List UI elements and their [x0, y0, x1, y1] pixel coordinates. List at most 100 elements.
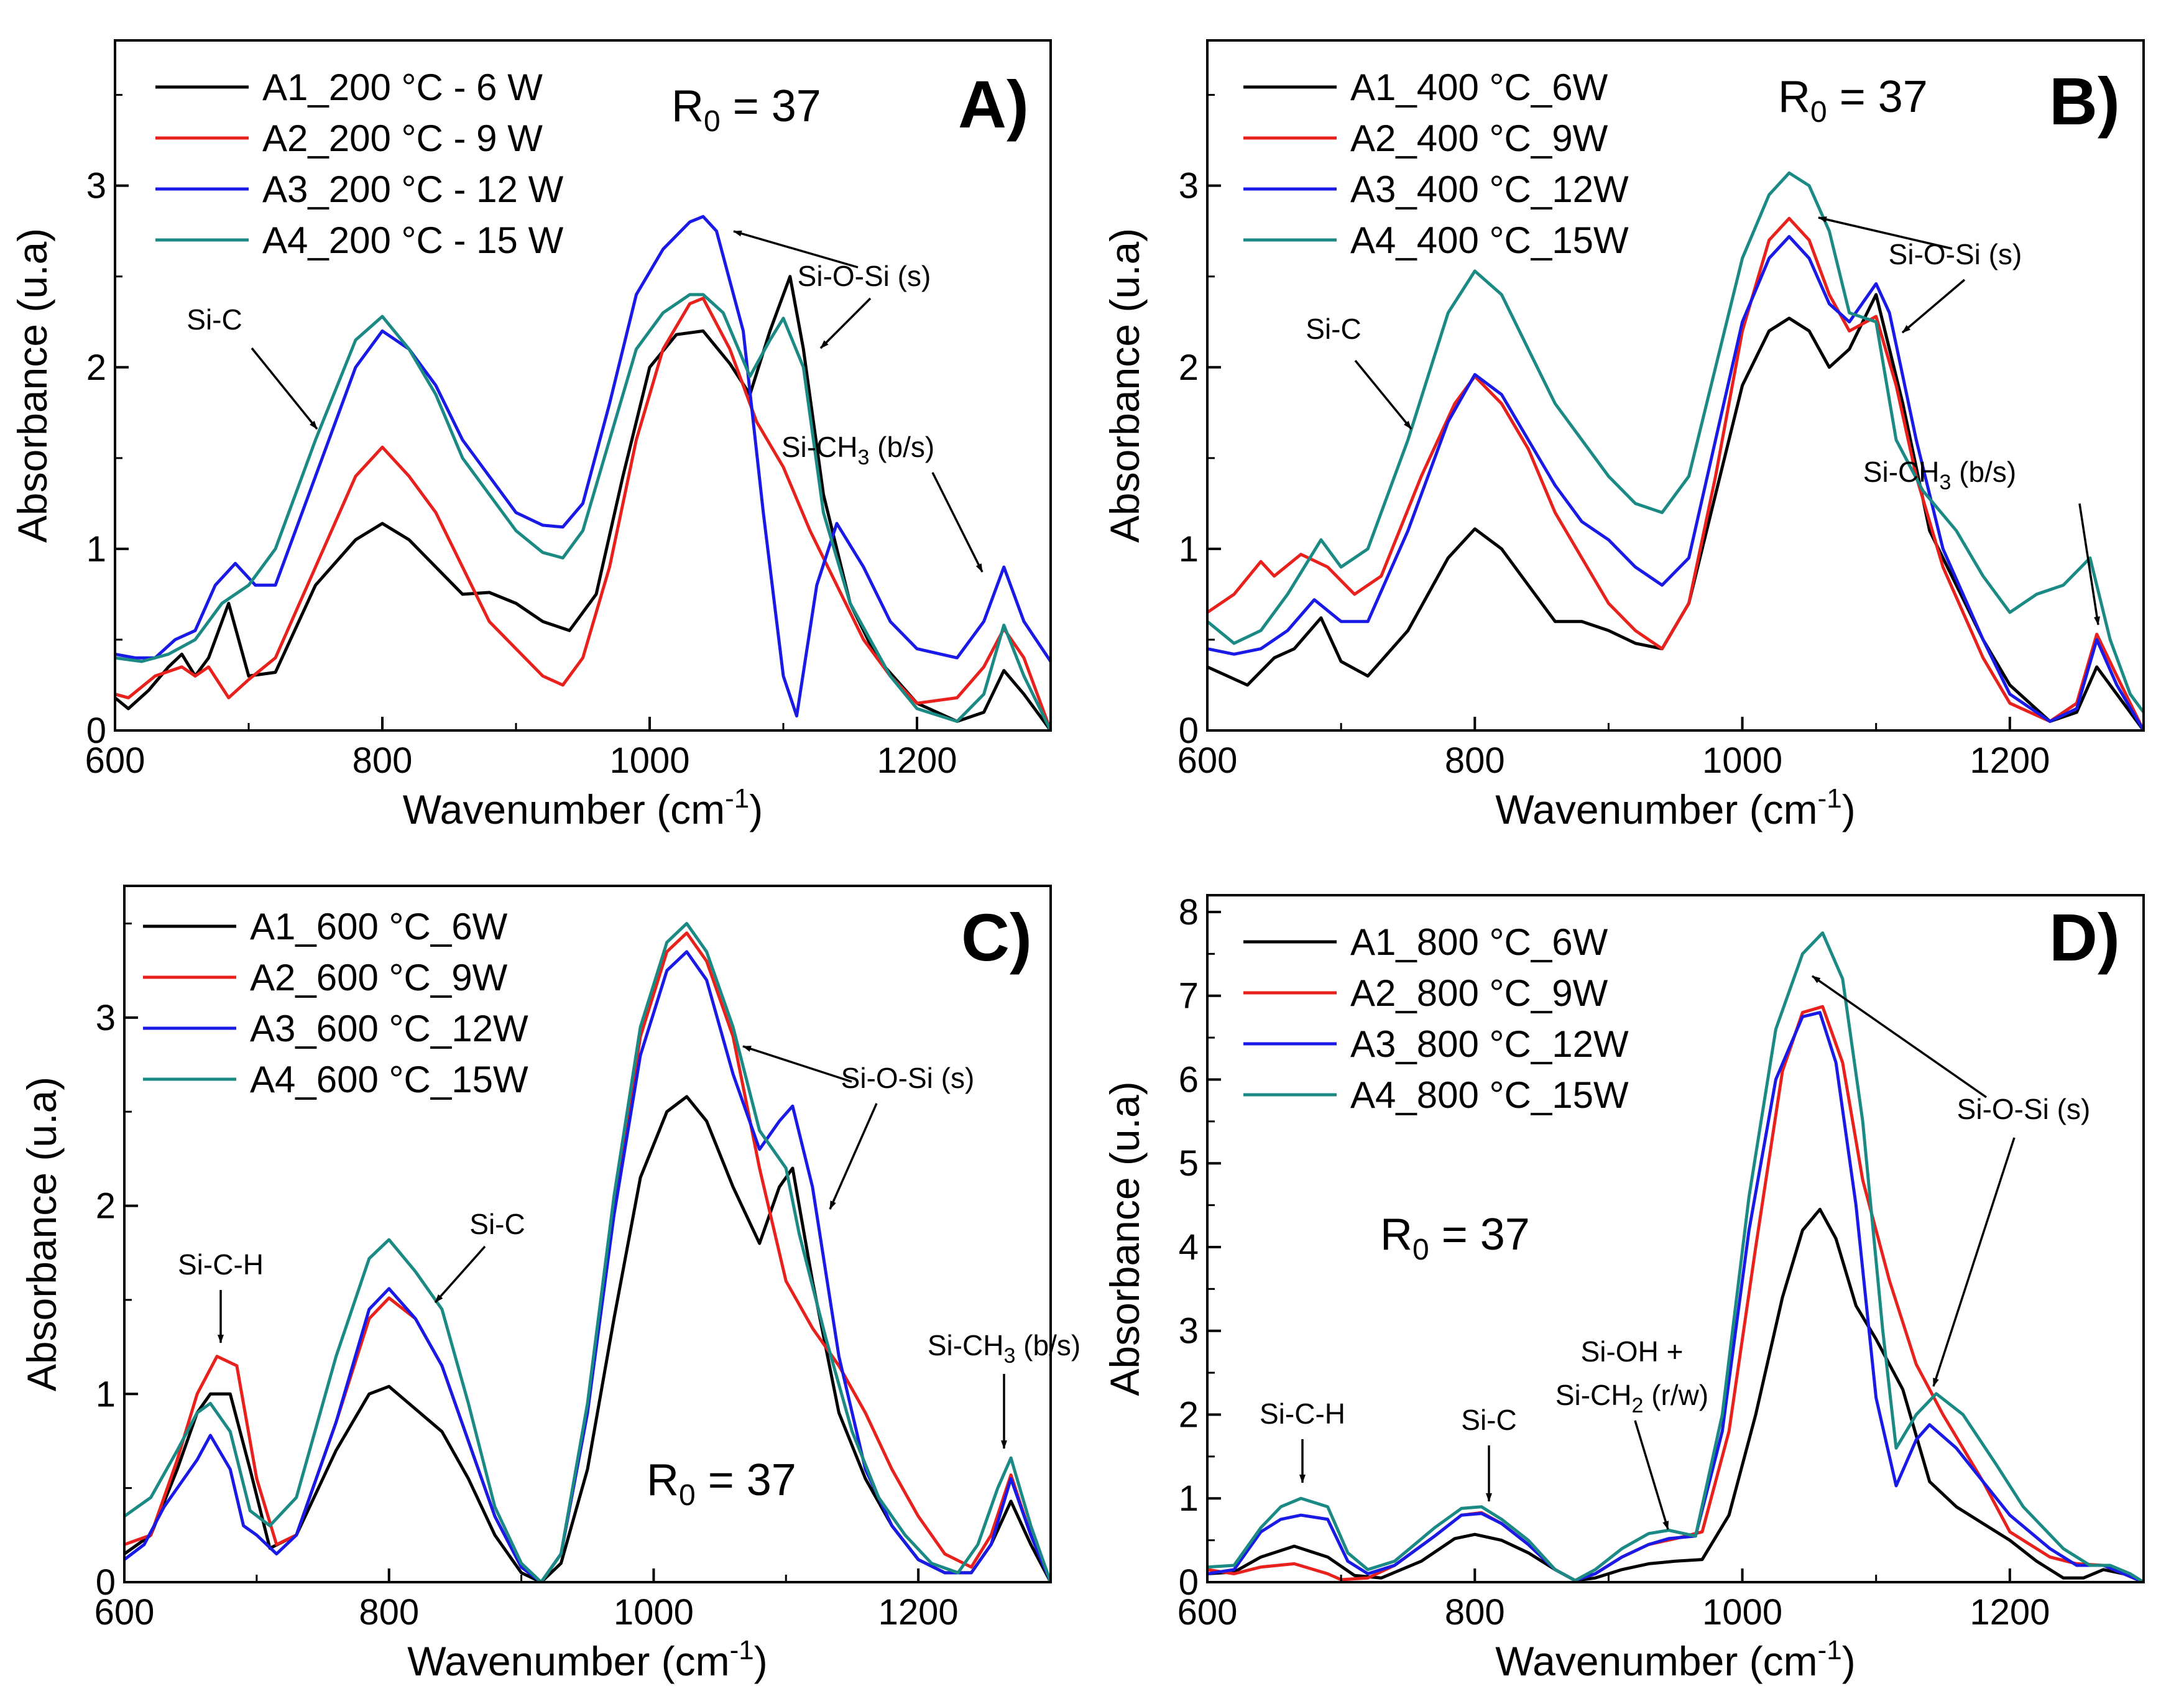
y-tick-label: 2 — [86, 348, 106, 388]
series-line-a4 — [115, 293, 1051, 730]
annotation-arrow — [1811, 975, 1988, 1098]
annotation-arrow — [1634, 1420, 1669, 1530]
x-tick-label: 1000 — [1702, 1592, 1782, 1633]
legend-label-a3: A3_600 °C_12W — [250, 1008, 528, 1049]
legend-label-a4: A4_200 °C - 15 W — [262, 219, 564, 261]
y-tick-label: 3 — [86, 166, 106, 206]
y-tick-label: 1 — [1179, 1478, 1199, 1519]
annotation-arrow — [931, 472, 984, 573]
legend-label-a4: A4_400 °C_15W — [1350, 219, 1629, 261]
x-tick-label: 1200 — [1970, 1592, 2050, 1633]
panel-label: D) — [2049, 900, 2120, 975]
x-axis-label: Wavenumber (cm-1) — [403, 783, 763, 832]
legend-label-a3: A3_200 °C - 12 W — [262, 168, 564, 210]
annotation-arrow — [819, 297, 872, 349]
annotation-arrow — [742, 1045, 852, 1083]
series-line-a3 — [1207, 235, 2144, 730]
panel-label: B) — [2049, 63, 2120, 139]
legend-label-a3: A3_400 °C_12W — [1350, 168, 1629, 210]
x-tick-label: 800 — [352, 740, 413, 781]
y-tick-label: 3 — [96, 998, 116, 1038]
panel-b: 600 800 1000 1200 0 1 2 3 Wavenumber (cm-1) Absor… — [1102, 39, 2145, 832]
series-group — [124, 922, 1051, 1582]
y-tick-label: 0 — [1179, 1562, 1199, 1603]
y-tick-label: 3 — [1179, 1311, 1199, 1352]
x-tick-label: 800 — [359, 1592, 419, 1633]
annotation-label: Si-OH + — [1581, 1335, 1684, 1368]
plot-frame — [123, 885, 1052, 1583]
annotation-arrow — [829, 1103, 878, 1210]
legend-label-a3: A3_800 °C_12W — [1350, 1023, 1629, 1065]
plot-frame — [1206, 39, 2145, 732]
annotation-label: Si-O-Si (s) — [798, 260, 931, 292]
y-tick-label: 5 — [1179, 1143, 1199, 1184]
series-line-a3 — [115, 214, 1051, 718]
annotation-label: Si-C-H — [178, 1248, 264, 1281]
x-tick-label: 1000 — [609, 740, 689, 781]
x-tick-label: 600 — [1177, 740, 1238, 781]
series-line-a2 — [115, 297, 1051, 730]
legend-label-a4: A4_600 °C_15W — [250, 1059, 528, 1100]
x-axis-label: Wavenumber (cm-1) — [1495, 783, 1855, 832]
annotation-arrow — [1354, 359, 1412, 430]
y-tick-label: 6 — [1179, 1059, 1199, 1100]
y-tick-label: 0 — [1179, 711, 1199, 751]
x-tick-label: 600 — [94, 1592, 155, 1633]
annotation-label: Si-C — [1306, 313, 1361, 345]
series-line-a1 — [1207, 1207, 2144, 1582]
x-tick-label: 600 — [85, 740, 145, 781]
legend-label-a2: A2_600 °C_9W — [250, 957, 508, 998]
r0-label: R0 = 37 — [671, 81, 821, 138]
r0-label: R0 = 37 — [647, 1455, 796, 1512]
legend-label-a2: A2_800 °C_9W — [1350, 972, 1608, 1014]
series-line-a1 — [1207, 293, 2144, 730]
y-tick-label: 0 — [86, 711, 106, 751]
panel-label: C) — [961, 900, 1032, 975]
x-tick-label: 1200 — [878, 1592, 959, 1633]
annotation-label: Si-CH3 (b/s) — [781, 431, 934, 469]
y-tick-label: 2 — [96, 1186, 116, 1227]
panel-d: 600 800 1000 1200 0 1 2 3 4 5 6 7 8 Wavenumber (cm-1)… — [1102, 892, 2145, 1684]
r0-label: R0 = 37 — [1778, 72, 1928, 129]
y-axis-label: Absorbance (u.a) — [9, 228, 55, 543]
y-tick-label: 2 — [1179, 1394, 1199, 1435]
y-tick-label: 1 — [96, 1374, 116, 1414]
panel-label: A) — [958, 67, 1029, 142]
series-line-a4 — [1207, 931, 2144, 1582]
y-tick-label: 4 — [1179, 1227, 1199, 1268]
series-group — [1207, 931, 2144, 1582]
series-line-a2 — [1207, 216, 2144, 730]
series-group — [115, 214, 1051, 730]
y-axis-label: Absorbance (u.a) — [19, 1077, 65, 1391]
y-axis-label: Absorbance (u.a) — [1102, 1081, 1148, 1396]
y-tick-label: 2 — [1179, 348, 1199, 388]
annotation-label: Si-C — [187, 303, 242, 336]
y-axis-label: Absorbance (u.a) — [1102, 228, 1148, 543]
annotation-label: Si-C-H — [1260, 1398, 1345, 1430]
y-tick-label: 7 — [1179, 976, 1199, 1016]
annotation-label: Si-C — [469, 1208, 525, 1240]
x-axis-label: Wavenumber (cm-1) — [407, 1635, 767, 1684]
y-tick-label: 3 — [1179, 166, 1199, 206]
series-line-a4 — [1207, 171, 2144, 714]
x-tick-label: 800 — [1445, 740, 1505, 781]
y-tick-label: 1 — [86, 529, 106, 569]
y-tick-label: 0 — [96, 1562, 116, 1603]
annotation-label: Si-CH3 (b/s) — [928, 1329, 1080, 1368]
annotation-arrow — [434, 1245, 486, 1304]
x-tick-label: 1200 — [1970, 740, 2050, 781]
x-tick-label: 1000 — [1702, 740, 1782, 781]
annotation-arrow — [1932, 1137, 2016, 1387]
annotation-label: Si-O-Si (s) — [1889, 238, 2022, 270]
plot-frame — [1206, 894, 2145, 1583]
annotation-arrow — [733, 230, 859, 269]
series-line-a3 — [1207, 1011, 2144, 1582]
legend-label-a1: A1_400 °C_6W — [1350, 67, 1608, 108]
x-tick-label: 1200 — [877, 740, 957, 781]
annotation-label: Si-O-Si (s) — [1957, 1093, 2091, 1125]
x-axis-label: Wavenumber (cm-1) — [1495, 1635, 1855, 1684]
annotation-label: Si-C — [1461, 1404, 1516, 1436]
plot-frame — [114, 39, 1052, 732]
series-group — [1207, 171, 2144, 730]
